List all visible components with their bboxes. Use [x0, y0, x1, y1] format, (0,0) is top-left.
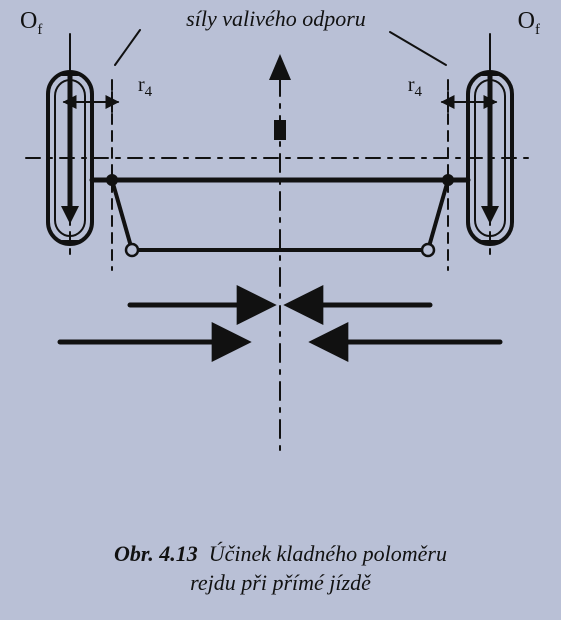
figure-frame: Of Of síly valivého odporu r4 r4 [20, 10, 540, 510]
label-of-left: Of [20, 8, 42, 39]
label-title: síly valivého odporu [116, 6, 436, 32]
label-of-right: Of [518, 8, 540, 39]
label-r4-left: r4 [138, 74, 152, 101]
label-r4-right: r4 [408, 74, 422, 101]
diagram-svg [20, 10, 540, 510]
figure-caption: Obr. 4.13 Účinek kladného poloměru rejdu… [0, 539, 561, 598]
